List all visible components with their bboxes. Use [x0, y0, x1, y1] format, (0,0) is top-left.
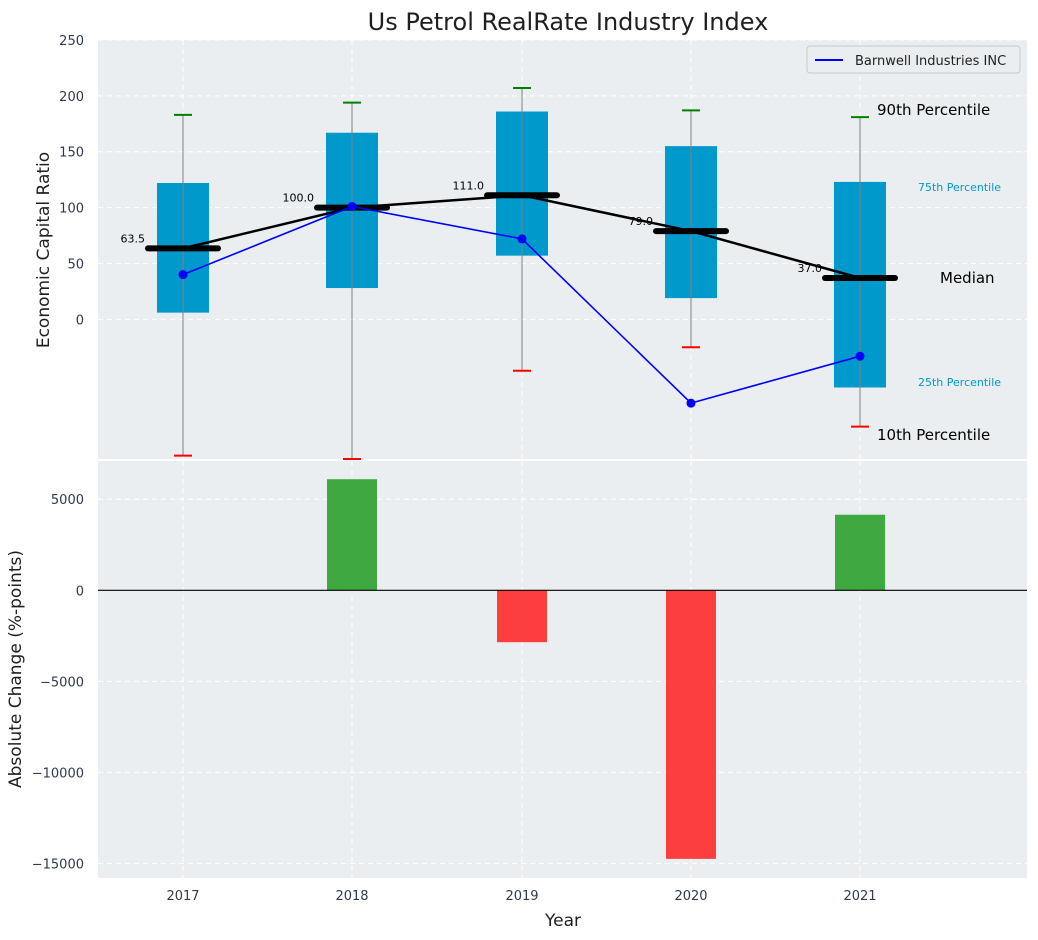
median-label-2018: 100.0: [283, 192, 315, 205]
company-point-2020: [686, 398, 696, 408]
x-tick-label: 2021: [843, 889, 876, 904]
top-y-tick-label: 100: [59, 202, 84, 217]
legend-label: Barnwell Industries INC: [855, 54, 1006, 69]
top-y-tick-label: 250: [59, 34, 84, 49]
bottom-chart-marks: [98, 479, 1027, 859]
chart-title: Us Petrol RealRate Industry Index: [368, 8, 769, 36]
top-y-axis-ticks: 0 50 100 150 200 250: [59, 34, 84, 328]
bottom-y-tick-label: −5000: [40, 675, 84, 690]
bottom-y-axis-title: Absolute Change (%-points): [6, 550, 26, 788]
top-y-tick-label: 0: [76, 313, 84, 328]
change-bar-2020: [666, 590, 716, 859]
bottom-y-tick-label: −10000: [32, 766, 84, 781]
x-tick-label: 2020: [674, 889, 707, 904]
top-y-axis-title: Economic Capital Ratio: [34, 152, 54, 348]
top-y-tick-label: 150: [59, 146, 84, 161]
x-axis-title: Year: [544, 911, 581, 931]
annotation-median: Median: [940, 269, 995, 287]
median-label-2019: 111.0: [453, 179, 485, 192]
change-bar-2019: [497, 590, 547, 643]
x-tick-label: 2018: [335, 889, 368, 904]
top-chart-marks: 63.5 100.0 111.0 79.0 37.0: [121, 87, 898, 460]
x-tick-label: 2019: [505, 889, 538, 904]
change-bar-2021: [835, 514, 885, 591]
bottom-y-tick-label: 0: [76, 584, 84, 599]
bottom-plot-area: [98, 461, 1027, 878]
company-point-2018: [347, 201, 357, 211]
median-label-2017: 63.5: [121, 232, 146, 245]
x-axis-ticks: 2017 2018 2019 2020 2021: [166, 889, 876, 904]
bottom-y-axis-ticks: 5000 0 −5000 −10000 −15000: [32, 493, 84, 872]
median-label-2021: 37.0: [798, 262, 823, 275]
legend-box: [806, 45, 1021, 74]
bottom-y-tick-label: 5000: [51, 493, 84, 508]
x-tick-label: 2017: [166, 889, 199, 904]
change-bar-2018: [327, 479, 377, 591]
company-point-2017: [178, 270, 188, 280]
annotation-25th: 25th Percentile: [918, 376, 1001, 389]
company-point-2019: [517, 234, 527, 244]
company-point-2021: [855, 351, 865, 361]
legend: Barnwell Industries INC: [806, 45, 1021, 74]
annotation-10th: 10th Percentile: [877, 426, 990, 444]
bottom-y-tick-label: −15000: [32, 857, 84, 872]
top-y-tick-label: 200: [59, 90, 84, 105]
bottom-gridlines: [98, 461, 1027, 878]
annotation-90th: 90th Percentile: [877, 101, 990, 119]
median-label-2020: 79.0: [629, 215, 654, 228]
top-y-tick-label: 50: [67, 257, 84, 272]
annotation-75th: 75th Percentile: [918, 181, 1001, 194]
